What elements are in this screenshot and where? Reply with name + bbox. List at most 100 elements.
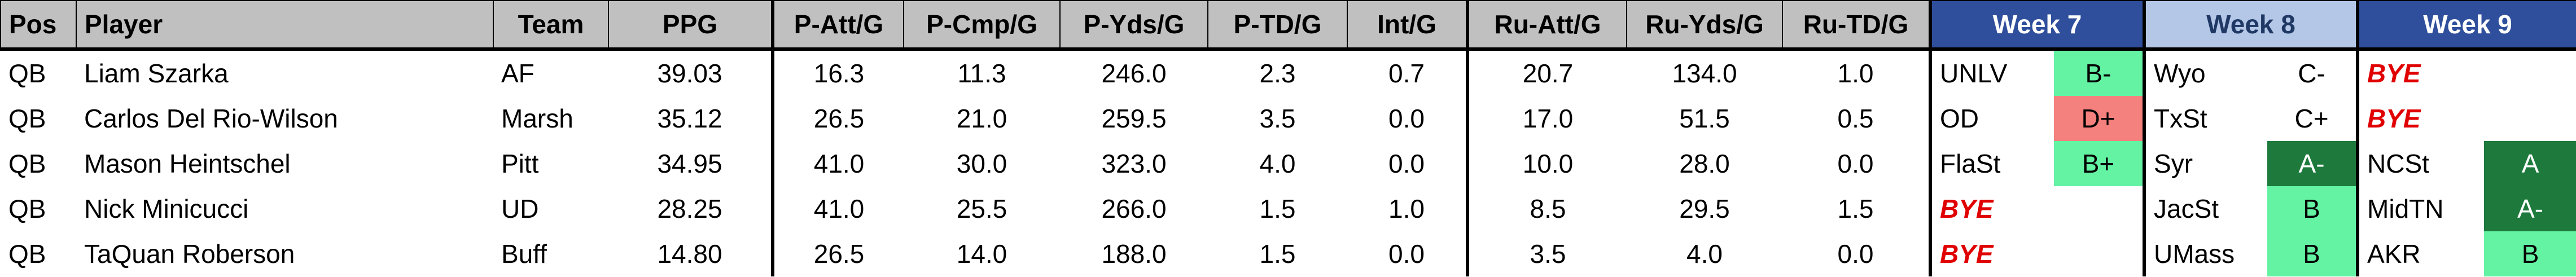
player-row: QB Mason Heintschel Pitt 34.95 41.0 30.0 323.0… <box>1 141 2576 186</box>
cell: 17.0 <box>1466 96 1627 141</box>
cell: 14.80 <box>657 239 722 269</box>
cell: 1.5 <box>1259 194 1296 223</box>
cell: 0.0 <box>1388 104 1425 133</box>
grade: C+ <box>2294 104 2329 133</box>
cell: Mason Heintschel <box>84 149 291 178</box>
cell: Pitt <box>501 149 539 178</box>
cell: 266.0 <box>1101 194 1167 223</box>
cell: 28.0 <box>1679 149 1730 178</box>
opponent: JacSt <box>2143 186 2268 231</box>
cell: 0.0 <box>1837 149 1874 178</box>
cell: 30.0 <box>956 149 1007 178</box>
cell: 29.5 <box>1679 194 1730 223</box>
grade: A- <box>2484 186 2576 231</box>
cell: 10.0 <box>1466 141 1627 186</box>
cell: 323.0 <box>1101 149 1167 178</box>
cell: 14.0 <box>956 239 1007 269</box>
grade: B+ <box>2054 141 2145 186</box>
week-header: Week 7 <box>1928 0 2145 51</box>
cell: 34.95 <box>657 149 722 178</box>
cell: 51.5 <box>1679 104 1730 133</box>
column-header: Int/G <box>1347 0 1468 51</box>
grade: D+ <box>2054 96 2145 141</box>
column-header: P-Yds/G <box>1059 0 1208 51</box>
cell: 4.0 <box>1259 149 1296 178</box>
grade <box>2484 96 2576 141</box>
cell: 0.7 <box>1388 59 1425 88</box>
cell: 4.0 <box>1686 239 1723 269</box>
grade <box>2054 231 2144 276</box>
cell: 25.5 <box>956 194 1007 223</box>
cell: Marsh <box>501 104 573 133</box>
grade: C- <box>2298 59 2325 88</box>
grade <box>2484 49 2576 96</box>
cell: 188.0 <box>1101 239 1167 269</box>
grade: A <box>2484 141 2576 186</box>
opponent: BYE <box>2356 49 2485 96</box>
cell: QB <box>8 104 46 133</box>
cell: 0.0 <box>1388 149 1425 178</box>
grade <box>2054 186 2144 231</box>
cell: 16.3 <box>771 49 904 96</box>
cell: 134.0 <box>1672 59 1737 88</box>
table-body: QB Liam Szarka AF 39.03 16.3 11.3 246.0 2.3 0.7 2… <box>1 49 2576 276</box>
grade: A- <box>2267 141 2358 186</box>
column-header: P-Cmp/G <box>903 0 1061 51</box>
column-header: P-Att/G <box>771 0 904 51</box>
grade: B <box>2484 231 2576 276</box>
cell: 41.0 <box>771 186 904 231</box>
cell: 0.0 <box>1388 239 1425 269</box>
cell: 8.5 <box>1466 186 1627 231</box>
cell: Nick Minicucci <box>84 194 249 223</box>
cell: 2.3 <box>1259 59 1296 88</box>
cell: Buff <box>501 239 547 269</box>
week-header: Week 8 <box>2143 0 2359 51</box>
cell: QB <box>8 59 46 88</box>
cell: 39.03 <box>657 59 722 88</box>
week-header: Week 9 <box>2356 0 2576 51</box>
cell: 246.0 <box>1101 59 1167 88</box>
cell: QB <box>8 239 46 269</box>
player-row: QB TaQuan Roberson Buff 14.80 26.5 14.0 188.0 1… <box>1 231 2576 276</box>
cell: QB <box>8 149 46 178</box>
cell: Carlos Del Rio-Wilson <box>84 104 338 133</box>
cell: QB <box>8 194 46 223</box>
cell: 1.0 <box>1837 59 1874 88</box>
cell: 35.12 <box>657 104 722 133</box>
cell: 1.0 <box>1388 194 1425 223</box>
opponent: BYE <box>1929 186 2054 231</box>
header-row: Pos Player Team PPG P-Att/G P-Cmp/G P-Yds/G P-T… <box>0 0 2576 51</box>
grade: B <box>2267 231 2358 276</box>
column-header: Team <box>493 0 609 51</box>
opponent: FlaSt <box>1929 141 2054 186</box>
opponent: OD <box>1929 96 2054 141</box>
column-header: Ru-Att/G <box>1466 0 1627 51</box>
column-header: Player <box>76 0 494 51</box>
player-row: QB Carlos Del Rio-Wilson Marsh 35.12 26.5 21.… <box>1 96 2576 141</box>
cell: 26.5 <box>771 96 904 141</box>
cell: 0.0 <box>1837 239 1874 269</box>
cell: 1.5 <box>1837 194 1874 223</box>
cell: UD <box>501 194 539 223</box>
opponent: NCSt <box>2356 141 2485 186</box>
cell: 259.5 <box>1101 104 1167 133</box>
grade: B- <box>2054 49 2145 96</box>
cell: AF <box>501 59 535 88</box>
column-header: Ru-TD/G <box>1782 0 1931 51</box>
player-row: QB Liam Szarka AF 39.03 16.3 11.3 246.0 2.3 0.7 2… <box>1 49 2576 96</box>
cell: 21.0 <box>956 104 1007 133</box>
cell: 20.7 <box>1466 49 1627 96</box>
cell: 3.5 <box>1466 231 1627 276</box>
cell: TaQuan Roberson <box>84 239 295 269</box>
opponent: BYE <box>1929 231 2054 276</box>
cell: 11.3 <box>957 59 1006 88</box>
cell: 3.5 <box>1259 104 1296 133</box>
opponent: AKR <box>2356 231 2485 276</box>
column-header: Pos <box>0 0 77 51</box>
cell: 26.5 <box>771 231 904 276</box>
opponent: TxSt <box>2143 96 2268 141</box>
opponent: UMass <box>2143 231 2268 276</box>
cell: 28.25 <box>657 194 722 223</box>
